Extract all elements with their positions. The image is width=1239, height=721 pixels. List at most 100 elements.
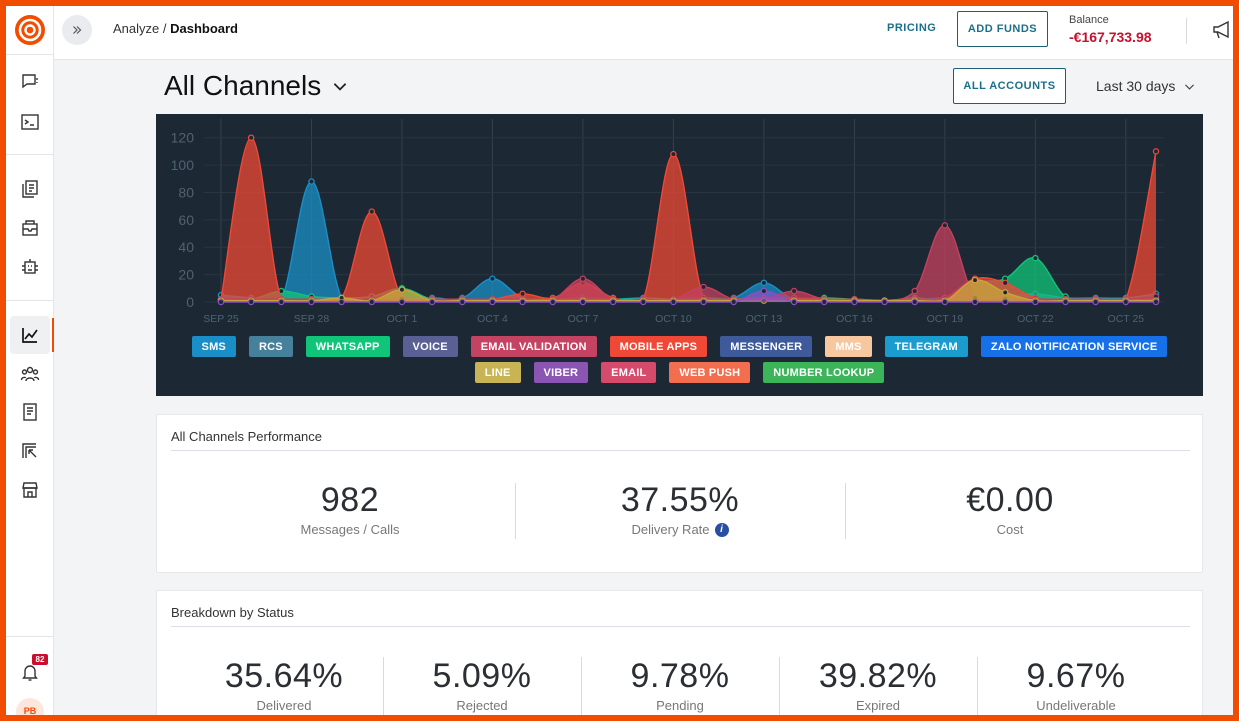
stat-value: 35.64% bbox=[224, 657, 344, 695]
stat-value: 37.55% bbox=[620, 481, 740, 519]
data-point bbox=[368, 298, 376, 306]
user-avatar[interactable]: PB bbox=[16, 698, 44, 715]
legend-item[interactable]: WHATSAPP bbox=[305, 336, 390, 357]
templates-icon[interactable] bbox=[16, 175, 44, 203]
balance-label: Balance bbox=[1069, 14, 1109, 26]
data-point bbox=[278, 298, 285, 306]
campaigns-icon[interactable] bbox=[16, 214, 44, 242]
y-tick-label: 20 bbox=[178, 267, 194, 283]
x-tick-label: OCT 13 bbox=[746, 313, 783, 325]
legend-item[interactable]: RCS bbox=[248, 336, 293, 357]
stat-delivery-rate: 37.55% Delivery Rate i bbox=[515, 481, 845, 537]
notification-count-badge: 82 bbox=[32, 654, 48, 665]
topbar-divider bbox=[1186, 18, 1187, 44]
brand-logo-icon[interactable] bbox=[14, 14, 46, 46]
sidebar: 82 PB bbox=[6, 6, 54, 715]
stat-delivered: 35.64% Delivered bbox=[185, 657, 383, 713]
legend-item[interactable]: VIBER bbox=[533, 362, 589, 383]
conversations-icon[interactable] bbox=[16, 68, 44, 96]
documents-icon[interactable] bbox=[16, 398, 44, 426]
notifications-bell-icon[interactable] bbox=[16, 658, 44, 686]
legend-item[interactable]: EMAIL VALIDATION bbox=[470, 336, 597, 357]
data-point bbox=[428, 298, 436, 306]
stat-value: 982 bbox=[320, 481, 380, 519]
data-point bbox=[519, 290, 526, 298]
date-range-label: Last 30 days bbox=[1096, 78, 1176, 94]
date-range-dropdown[interactable]: Last 30 days bbox=[1096, 78, 1196, 94]
legend-item[interactable]: TELEGRAM bbox=[884, 336, 968, 357]
breadcrumb-current: Dashboard bbox=[170, 21, 238, 36]
data-point bbox=[579, 275, 587, 282]
x-tick-label: OCT 7 bbox=[568, 313, 599, 325]
data-point bbox=[489, 275, 496, 282]
data-point bbox=[1152, 148, 1160, 155]
legend-item[interactable]: EMAIL bbox=[601, 362, 657, 383]
x-tick-label: SEP 25 bbox=[203, 313, 239, 325]
data-point bbox=[549, 298, 557, 306]
stat-label: Pending bbox=[656, 698, 704, 713]
stat-divider bbox=[977, 657, 978, 715]
legend-item[interactable]: SMS bbox=[191, 336, 236, 357]
sidebar-divider bbox=[6, 300, 54, 301]
data-point bbox=[820, 298, 828, 306]
data-point bbox=[911, 298, 918, 306]
data-point bbox=[760, 287, 768, 295]
data-point bbox=[1122, 298, 1130, 306]
stat-pending: 9.78% Pending bbox=[581, 657, 779, 713]
series-area bbox=[221, 225, 1156, 302]
data-point bbox=[1032, 254, 1039, 262]
app-frame: 82 PB Analyze / Dashboard PRICING ADD FU… bbox=[6, 6, 1233, 715]
stat-label: Expired bbox=[855, 698, 901, 713]
page-title: All Channels bbox=[164, 70, 322, 101]
data-point bbox=[1092, 298, 1099, 306]
legend-item[interactable]: LINE bbox=[474, 362, 521, 383]
breadcrumb-section[interactable]: Analyze bbox=[113, 21, 160, 36]
stat-divider bbox=[779, 657, 780, 715]
data-point bbox=[398, 298, 406, 306]
marketplace-icon[interactable] bbox=[16, 476, 44, 504]
announcements-megaphone-icon[interactable] bbox=[1212, 20, 1233, 40]
data-point bbox=[1152, 298, 1160, 306]
legend-item[interactable]: MOBILE APPS bbox=[609, 336, 708, 357]
legend-item[interactable]: MESSENGER bbox=[720, 336, 813, 357]
legend-item[interactable]: MMS bbox=[825, 336, 872, 357]
channel-selector[interactable]: All Channels bbox=[164, 70, 349, 102]
chevron-down-icon bbox=[1185, 83, 1195, 90]
analyze-icon[interactable] bbox=[16, 321, 44, 349]
automation-icon[interactable] bbox=[16, 253, 44, 281]
data-point bbox=[308, 178, 315, 185]
stat-divider bbox=[515, 483, 516, 539]
chevron-down-icon bbox=[333, 83, 347, 91]
add-funds-button[interactable]: ADD FUNDS bbox=[957, 11, 1048, 47]
sidebar-active-indicator bbox=[52, 318, 54, 352]
data-point bbox=[790, 298, 798, 306]
stat-value: 39.82% bbox=[818, 657, 938, 695]
stat-value: €0.00 bbox=[966, 481, 1054, 519]
stat-value: 5.09% bbox=[432, 657, 532, 695]
data-point bbox=[489, 298, 496, 306]
expand-sidebar-button[interactable] bbox=[62, 15, 92, 45]
data-point bbox=[1032, 298, 1039, 306]
legend-item[interactable]: NUMBER LOOKUP bbox=[763, 362, 885, 383]
info-icon[interactable]: i bbox=[714, 522, 729, 537]
y-tick-label: 80 bbox=[178, 184, 194, 200]
series-area bbox=[221, 181, 1156, 302]
legend-item[interactable]: WEB PUSH bbox=[669, 362, 751, 383]
data-point bbox=[730, 298, 737, 306]
x-tick-label: OCT 16 bbox=[836, 313, 873, 325]
legend-item[interactable]: VOICE bbox=[402, 336, 458, 357]
data-point bbox=[217, 298, 225, 306]
data-point bbox=[670, 298, 677, 306]
legend-item[interactable]: ZALO NOTIFICATION SERVICE bbox=[980, 336, 1168, 357]
pricing-link[interactable]: PRICING bbox=[887, 22, 937, 34]
data-point bbox=[911, 287, 918, 295]
exports-icon[interactable] bbox=[16, 437, 44, 465]
balance-value: -€167,733.98 bbox=[1069, 29, 1152, 45]
traffic-chart-plot: 0 20 40 60 80 100 120 SEP 25 SEP 28 OCT 1 OCT 4 OCT… bbox=[171, 119, 1164, 325]
x-tick-label: OCT 19 bbox=[927, 313, 964, 325]
chart-legend: SMS RCS WHATSAPP VOICE EMAIL VALIDATION MOBIL… bbox=[176, 336, 1183, 383]
x-tick-label: OCT 1 bbox=[387, 313, 418, 325]
console-icon[interactable] bbox=[16, 108, 44, 136]
people-icon[interactable] bbox=[16, 360, 44, 388]
all-accounts-button[interactable]: ALL ACCOUNTS bbox=[953, 68, 1066, 104]
